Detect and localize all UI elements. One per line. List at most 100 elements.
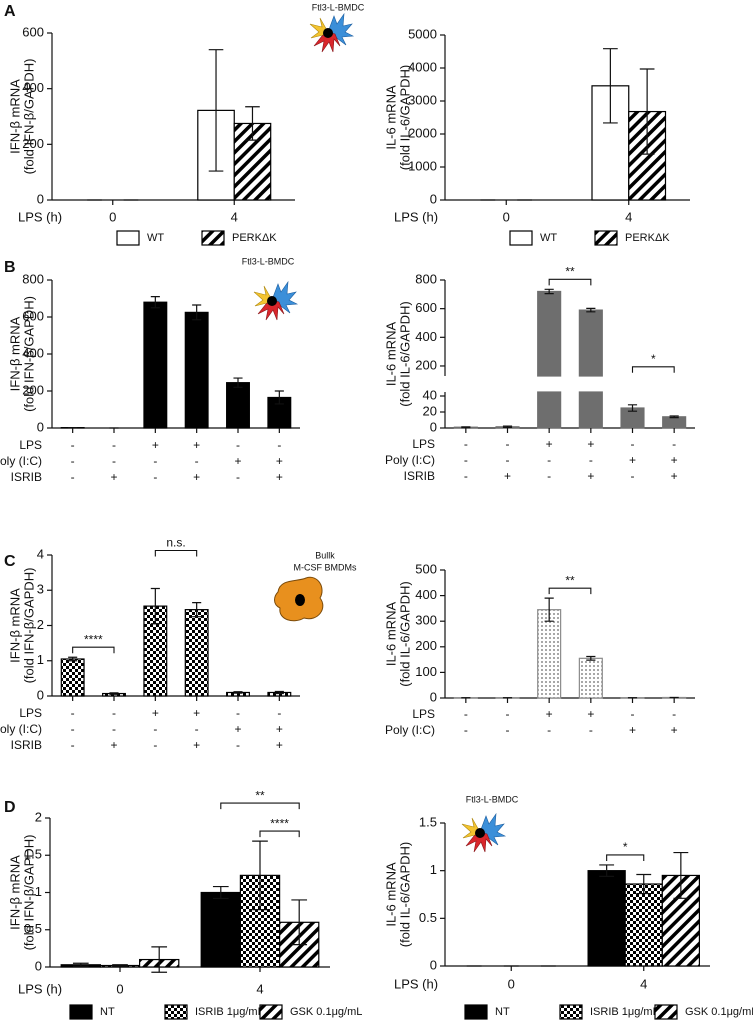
condition-label: LPS bbox=[412, 707, 435, 721]
y-tick-label: 200 bbox=[22, 136, 44, 151]
legend-label: NT bbox=[100, 1006, 115, 1018]
y-tick-label: 0 bbox=[430, 191, 437, 206]
y-axis-label: IL-6 mRNA bbox=[383, 85, 398, 150]
bar bbox=[587, 870, 626, 967]
error-bar bbox=[233, 377, 243, 388]
condition-sign: + bbox=[110, 470, 117, 484]
y-axis-label: IFN-β mRNA bbox=[7, 855, 22, 930]
condition-sign: - bbox=[112, 706, 116, 720]
condition-sign: - bbox=[71, 706, 75, 720]
condition-sign: + bbox=[629, 453, 636, 467]
condition-sign: + bbox=[671, 469, 678, 483]
error-bar bbox=[274, 690, 284, 695]
y-axis-label: (fold IL-6/GAPDH) bbox=[397, 301, 412, 406]
legend-label: GSK 0.1μg/mL bbox=[685, 1006, 753, 1018]
error-bar bbox=[461, 426, 471, 429]
error-bar bbox=[151, 946, 168, 973]
condition-sign: - bbox=[506, 437, 510, 451]
bar bbox=[184, 311, 209, 429]
y-tick-label: 400 bbox=[415, 587, 437, 602]
cell-icon bbox=[253, 280, 299, 321]
condition-label: ISRIB bbox=[11, 470, 42, 484]
y-tick-label: 0 bbox=[37, 191, 44, 206]
significance-bracket bbox=[606, 854, 645, 861]
cell-annotation: Ftl3-L-BMDC bbox=[242, 256, 295, 266]
condition-sign: - bbox=[547, 453, 551, 467]
cell-icon bbox=[461, 812, 507, 853]
condition-sign: - bbox=[589, 723, 593, 737]
condition-sign: - bbox=[71, 454, 75, 468]
condition-sign: - bbox=[153, 454, 157, 468]
error-bar bbox=[636, 873, 652, 895]
significance-bracket bbox=[154, 549, 198, 557]
condition-sign: - bbox=[153, 470, 157, 484]
error-bar bbox=[639, 68, 655, 155]
condition-sign: - bbox=[112, 722, 116, 736]
cell-arm bbox=[327, 12, 355, 46]
condition-sign: - bbox=[236, 738, 240, 752]
cell-arm bbox=[257, 299, 285, 321]
y-tick-label: 200 bbox=[22, 382, 44, 397]
legend-swatch bbox=[201, 230, 225, 246]
significance-bracket bbox=[72, 646, 115, 654]
error-bar bbox=[603, 48, 618, 124]
legend-swatch bbox=[164, 1004, 188, 1020]
cell-annotation: Ftl3-L-BMDC bbox=[466, 794, 519, 804]
y-tick-label: 2000 bbox=[408, 125, 437, 140]
condition-sign: - bbox=[464, 437, 468, 451]
y-axis-label: (fold IFN-β/GAPDH) bbox=[21, 59, 36, 175]
condition-sign: - bbox=[71, 738, 75, 752]
legend-label: PERKΔK bbox=[625, 232, 670, 244]
error-bar bbox=[544, 288, 554, 295]
condition-sign: + bbox=[234, 454, 241, 468]
condition-sign: + bbox=[546, 707, 553, 721]
condition-sign: + bbox=[587, 437, 594, 451]
y-tick-label: 200 bbox=[415, 638, 437, 653]
condition-sign: - bbox=[631, 437, 635, 451]
error-bar bbox=[212, 885, 229, 900]
condition-sign: - bbox=[506, 707, 510, 721]
error-bar bbox=[150, 296, 160, 309]
condition-sign: + bbox=[193, 470, 200, 484]
y-tick-label: 1.5 bbox=[24, 847, 42, 862]
condition-sign: - bbox=[464, 453, 468, 467]
condition-sign: + bbox=[587, 469, 594, 483]
y-tick-label: 0 bbox=[430, 419, 437, 434]
condition-sign: + bbox=[546, 437, 553, 451]
condition-sign: + bbox=[152, 706, 159, 720]
y-tick-label: 0.5 bbox=[419, 910, 437, 925]
cell-nucleus bbox=[295, 594, 305, 606]
significance-label: ** bbox=[565, 573, 575, 587]
significance-label: **** bbox=[84, 632, 103, 646]
y-tick-label: 600 bbox=[22, 24, 44, 39]
y-tick-label: 2 bbox=[37, 617, 44, 632]
legend-swatch bbox=[559, 1004, 583, 1020]
y-tick-label: 200 bbox=[415, 357, 437, 372]
bar-upper bbox=[578, 309, 603, 377]
error-bar bbox=[245, 106, 260, 141]
y-tick-label: 800 bbox=[415, 271, 437, 286]
condition-sign: - bbox=[71, 470, 75, 484]
significance-bracket bbox=[548, 278, 592, 286]
condition-label: LPS bbox=[19, 706, 42, 720]
condition-sign: + bbox=[276, 738, 283, 752]
y-tick-label: 0 bbox=[35, 958, 42, 973]
condition-sign: + bbox=[504, 469, 511, 483]
cell-arm bbox=[313, 31, 341, 53]
bar-lower bbox=[578, 391, 603, 429]
condition-sign: + bbox=[193, 738, 200, 752]
error-bar bbox=[68, 656, 78, 662]
cell-nucleus bbox=[475, 828, 485, 838]
significance-bracket bbox=[220, 802, 300, 810]
condition-sign: - bbox=[153, 722, 157, 736]
condition-label: Poly (I:C) bbox=[0, 454, 42, 468]
significance-bracket bbox=[548, 587, 592, 595]
y-axis-label: IFN-β mRNA bbox=[7, 316, 22, 391]
condition-sign: - bbox=[464, 469, 468, 483]
condition-sign: - bbox=[277, 706, 281, 720]
bar bbox=[60, 658, 85, 697]
legend-swatch bbox=[594, 230, 618, 246]
y-axis-label: (fold IL-6/GAPDH) bbox=[397, 581, 412, 686]
x-tick-label: 4 bbox=[231, 209, 238, 224]
error-bar bbox=[627, 404, 638, 412]
